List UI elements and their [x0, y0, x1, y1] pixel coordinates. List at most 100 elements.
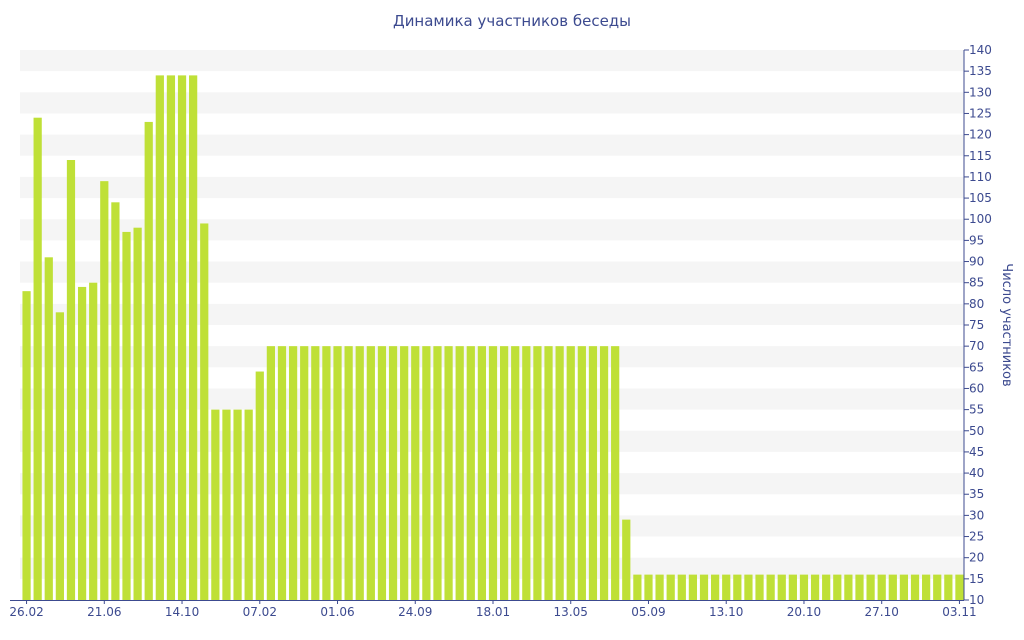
y-tick-label: 30 [969, 508, 984, 522]
bar [211, 409, 220, 600]
x-tick-label: 07.02 [243, 605, 277, 619]
bar [855, 574, 864, 600]
bar [455, 346, 464, 600]
y-tick-label: 15 [969, 572, 984, 586]
bar [677, 574, 686, 600]
bar [822, 574, 831, 600]
grid-band [20, 219, 964, 241]
bar [44, 257, 53, 600]
y-tick-label: 65 [969, 360, 984, 374]
y-tick-label: 20 [969, 551, 984, 565]
bar [599, 346, 609, 600]
bar [322, 346, 331, 600]
x-tick-label: 27.10 [865, 605, 899, 619]
bar [66, 160, 76, 600]
bar [922, 574, 931, 600]
bar [866, 574, 875, 600]
y-tick-label: 105 [969, 191, 992, 205]
bar [744, 574, 753, 600]
bar [133, 227, 142, 600]
grid-band [20, 261, 964, 283]
y-tick-label: 110 [969, 170, 992, 184]
bar [277, 346, 287, 600]
y-tick-label: 45 [969, 445, 984, 459]
y-tick-label: 50 [969, 424, 984, 438]
bar [699, 574, 709, 600]
bar [366, 346, 375, 600]
bar [622, 519, 631, 600]
y-tick-label: 60 [969, 381, 984, 395]
grid-band [20, 303, 964, 325]
x-tick-label: 18.01 [476, 605, 510, 619]
x-tick-label: 03.11 [942, 605, 976, 619]
bar [477, 346, 487, 600]
bar [910, 574, 920, 600]
bar [333, 346, 342, 600]
bar [400, 346, 409, 600]
bar [799, 574, 809, 600]
bar [511, 346, 520, 600]
y-tick-label: 100 [969, 212, 992, 226]
bar [388, 346, 398, 600]
bar [711, 574, 720, 600]
bar [266, 346, 275, 600]
bar [422, 346, 431, 600]
y-axis-title: Число участников [999, 263, 1014, 386]
grid-band [20, 50, 964, 72]
bar [255, 371, 264, 600]
y-tick-label: 125 [969, 106, 992, 120]
bar [466, 346, 475, 600]
bar [777, 574, 786, 600]
x-tick-label: 13.10 [709, 605, 743, 619]
bar [122, 231, 131, 600]
bar [244, 409, 253, 600]
bar [933, 574, 942, 600]
bar [344, 346, 353, 600]
bar [89, 282, 98, 600]
bar [177, 75, 187, 600]
bar [788, 574, 797, 600]
bar [499, 346, 509, 600]
bars [22, 75, 964, 601]
y-tick-label: 75 [969, 318, 984, 332]
y-tick-label: 55 [969, 403, 984, 417]
bar [77, 286, 87, 600]
y-tick-label: 140 [969, 43, 992, 57]
bar [33, 117, 42, 600]
bar [433, 346, 442, 600]
x-tick-label: 01.06 [320, 605, 354, 619]
bar [200, 223, 209, 600]
y-tick-label: 130 [969, 85, 992, 99]
bar [755, 574, 764, 600]
bar [222, 409, 231, 600]
bar [644, 574, 653, 600]
bar [577, 346, 586, 600]
bar [955, 574, 964, 600]
bar [611, 346, 620, 600]
bar [688, 574, 698, 600]
bar [566, 346, 575, 600]
y-tick-label: 70 [969, 339, 984, 353]
bar [766, 574, 775, 600]
y-tick-labels: 10 15 20 25 30 35 40 45 50 55 60 65 70 75 80 85 90 95 100 1… [964, 43, 992, 607]
bar [411, 346, 420, 600]
chart-title: Динамика участников беседы [392, 12, 632, 30]
grid-band [20, 176, 964, 199]
bar [833, 574, 842, 600]
x-tick-label: 13.05 [554, 605, 588, 619]
y-tick-label: 10 [969, 593, 984, 607]
bar [166, 75, 176, 600]
bar [311, 346, 320, 600]
y-tick-label: 135 [969, 64, 992, 78]
x-tick-label: 24.09 [398, 605, 432, 619]
bar [555, 346, 564, 600]
bar [100, 181, 109, 600]
y-tick-label: 85 [969, 276, 984, 290]
bar [488, 346, 498, 600]
bar [288, 346, 298, 600]
bar [233, 409, 242, 600]
x-tick-label: 26.02 [9, 605, 43, 619]
y-tick-label: 95 [969, 233, 984, 247]
bar [533, 346, 542, 600]
